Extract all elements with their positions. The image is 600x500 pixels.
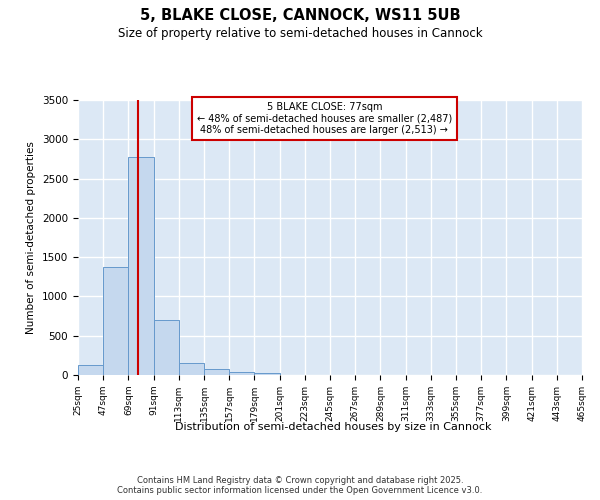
Bar xyxy=(179,363,204,375)
Bar xyxy=(254,372,280,375)
Text: 5, BLAKE CLOSE, CANNOCK, WS11 5UB: 5, BLAKE CLOSE, CANNOCK, WS11 5UB xyxy=(140,8,460,22)
Text: Contains HM Land Registry data © Crown copyright and database right 2025.
Contai: Contains HM Land Registry data © Crown c… xyxy=(118,476,482,495)
Text: 5 BLAKE CLOSE: 77sqm
← 48% of semi-detached houses are smaller (2,487)
48% of se: 5 BLAKE CLOSE: 77sqm ← 48% of semi-detac… xyxy=(197,102,452,135)
Bar xyxy=(103,266,128,375)
Bar xyxy=(204,368,229,375)
Bar xyxy=(78,365,103,375)
Bar xyxy=(128,156,154,375)
Bar xyxy=(229,372,254,375)
Y-axis label: Number of semi-detached properties: Number of semi-detached properties xyxy=(26,141,37,334)
Text: Size of property relative to semi-detached houses in Cannock: Size of property relative to semi-detach… xyxy=(118,28,482,40)
Bar xyxy=(154,320,179,375)
Text: Distribution of semi-detached houses by size in Cannock: Distribution of semi-detached houses by … xyxy=(175,422,491,432)
